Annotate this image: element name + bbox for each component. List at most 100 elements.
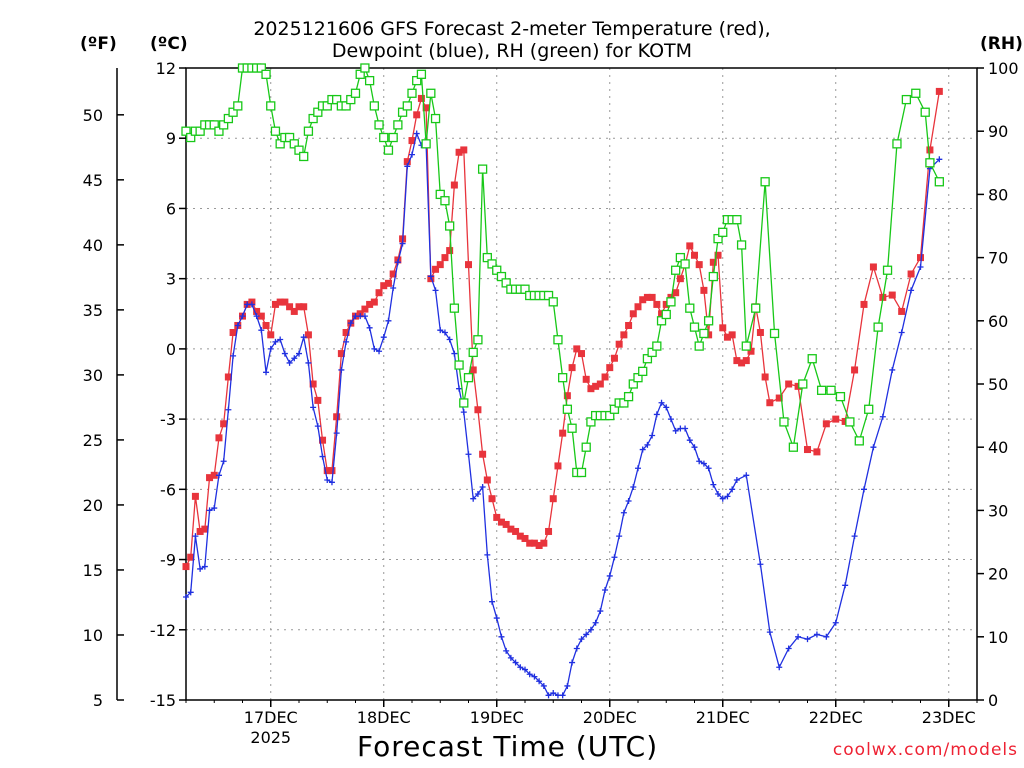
rh-point: [681, 260, 689, 268]
temperature-point: [917, 254, 924, 261]
rh-point: [432, 115, 440, 123]
temperature-point: [804, 446, 811, 453]
dewpoint-point: [635, 465, 641, 471]
c-tick-label: 9: [166, 129, 176, 148]
rh-point: [855, 437, 863, 445]
dewpoint-point: [776, 664, 782, 670]
series-layer: [182, 64, 943, 698]
dewpoint-point: [385, 318, 391, 324]
rh-point: [427, 89, 435, 97]
rh-point: [799, 380, 807, 388]
dewpoint-point: [310, 404, 316, 410]
c-tick-label: 0: [166, 340, 176, 359]
x-tick-sublabel: 2025: [250, 728, 291, 747]
dewpoint-point: [489, 599, 495, 605]
rh-point: [865, 405, 873, 413]
temperature-point: [465, 261, 472, 268]
rh-point: [262, 70, 270, 78]
rh-point: [761, 178, 769, 186]
temperature-point: [823, 420, 830, 427]
axes: 129630-3-6-9-12-155045403530252015105100…: [83, 59, 1019, 747]
rh-point: [846, 418, 854, 426]
rh-point: [719, 228, 727, 236]
dewpoint-point: [282, 351, 288, 357]
credit-link[interactable]: coolwx.com/models: [833, 740, 1018, 760]
x-axis-title: Forecast Time (UTC): [357, 730, 658, 763]
dewpoint-point: [484, 552, 490, 558]
rh-point: [662, 310, 670, 318]
rh-tick-label: 50: [988, 375, 1008, 394]
c-tick-label: -9: [160, 551, 176, 570]
rh-point: [639, 367, 647, 375]
x-tick-label: 23DEC: [922, 708, 976, 727]
dewpoint-point: [842, 582, 848, 588]
c-tick-label: -12: [150, 621, 176, 640]
temperature-point: [691, 252, 698, 259]
temperature-point: [554, 462, 561, 469]
temperature-point: [620, 331, 627, 338]
rh-point: [827, 386, 835, 394]
rh-point: [271, 127, 279, 135]
rh-point: [568, 424, 576, 432]
c-tick-label: -15: [150, 691, 176, 710]
rh-point: [780, 418, 788, 426]
rh-point: [446, 222, 454, 230]
chart-canvas: 129630-3-6-9-12-155045403530252015105100…: [0, 0, 1024, 768]
temperature-point: [926, 146, 933, 153]
rh-point: [422, 140, 430, 148]
temperature-point: [489, 495, 496, 502]
rh-point: [912, 89, 920, 97]
rh-point: [926, 159, 934, 167]
rh-point: [667, 298, 675, 306]
rh-point: [563, 405, 571, 413]
rh-tick-label: 90: [988, 122, 1008, 141]
temperature-point: [686, 242, 693, 249]
dewpoint-point: [805, 636, 811, 642]
grid: [186, 68, 977, 700]
dewpoint-point: [602, 587, 608, 593]
temperature-point: [484, 476, 491, 483]
temperature-point: [413, 111, 420, 118]
rh-tick-label: 70: [988, 249, 1008, 268]
temperature-point: [215, 434, 222, 441]
rh-point: [705, 317, 713, 325]
temperature-point: [446, 247, 453, 254]
temperature-point: [333, 413, 340, 420]
dewpoint-point: [814, 631, 820, 637]
temperature-point: [578, 350, 585, 357]
rh-point: [408, 89, 416, 97]
rh-point: [403, 102, 411, 110]
f-tick-label: 20: [83, 496, 103, 515]
dewpoint-point: [870, 444, 876, 450]
dewpoint-point: [461, 409, 467, 415]
rh-tick-label: 40: [988, 438, 1008, 457]
dewpoint-point: [908, 287, 914, 293]
dewpoint-point: [574, 646, 580, 652]
dewpoint-point: [899, 330, 905, 336]
temperature-point: [451, 182, 458, 189]
x-tick-label: 22DEC: [809, 708, 863, 727]
rh-point: [380, 134, 388, 142]
rh-point: [304, 127, 312, 135]
temperature-point: [545, 528, 552, 535]
temperature-point: [583, 376, 590, 383]
temperature-point: [376, 289, 383, 296]
dewpoint-point: [626, 498, 632, 504]
celsius-axis-label: (ºC): [150, 34, 188, 54]
temperature-point: [766, 399, 773, 406]
c-tick-label: -3: [160, 410, 176, 429]
rh-point: [366, 77, 374, 85]
f-tick-label: 40: [83, 236, 103, 255]
temperature-point: [832, 416, 839, 423]
dewpoint-point: [607, 573, 613, 579]
rh-point: [808, 355, 816, 363]
temperature-point: [263, 322, 270, 329]
dewpoint-point: [564, 683, 570, 689]
temperature-point: [696, 261, 703, 268]
series-dewpoint: [183, 131, 942, 699]
rh-tick-label: 80: [988, 185, 1008, 204]
temperature-point: [936, 88, 943, 95]
rh-point: [686, 304, 694, 312]
dewpoint-point: [381, 334, 387, 340]
temperature-point: [597, 381, 604, 388]
